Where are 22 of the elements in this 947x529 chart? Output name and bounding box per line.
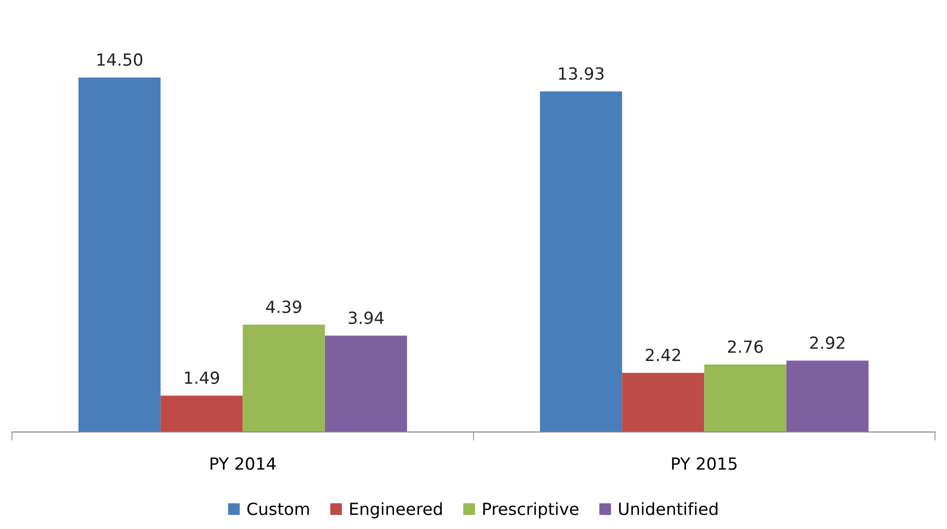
data-label: 13.93 bbox=[559, 67, 604, 80]
x-tick-label: PY 2014 bbox=[210, 457, 276, 470]
bar bbox=[704, 364, 786, 432]
legend-label: Custom bbox=[247, 502, 309, 516]
bar bbox=[160, 396, 243, 432]
bar bbox=[622, 372, 704, 432]
data-label: 3.94 bbox=[348, 311, 384, 324]
bar bbox=[786, 360, 869, 432]
bar bbox=[540, 91, 622, 432]
bar bbox=[242, 324, 325, 432]
x-tick-label: PY 2015 bbox=[672, 457, 737, 470]
legend-label: Prescriptive bbox=[483, 502, 578, 518]
legend-label: Engineered bbox=[350, 502, 442, 518]
data-label: 4.39 bbox=[266, 300, 302, 314]
data-label: 14.50 bbox=[98, 53, 142, 66]
data-label: 2.76 bbox=[728, 340, 763, 353]
data-label: 1.49 bbox=[184, 371, 220, 384]
bar bbox=[324, 336, 408, 432]
bar bbox=[78, 77, 161, 432]
data-label: 2.92 bbox=[810, 336, 844, 350]
legend-label: Unidentified bbox=[619, 502, 718, 516]
data-label: 2.42 bbox=[646, 348, 680, 362]
